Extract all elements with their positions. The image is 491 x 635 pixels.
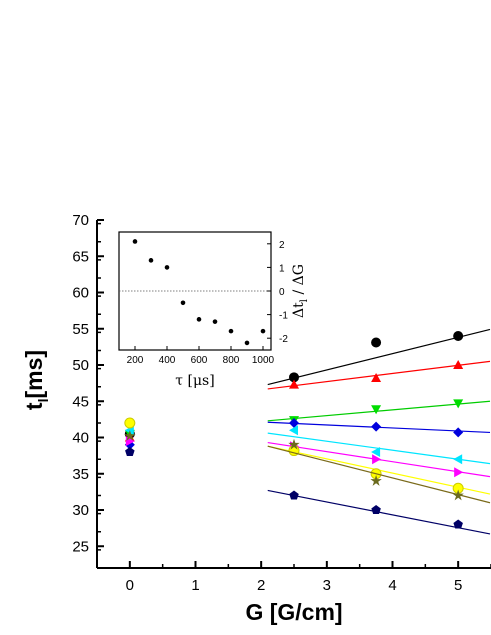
- inset-data-point: [180, 300, 186, 306]
- series-5: [124, 425, 491, 465]
- data-point: [453, 399, 464, 409]
- data-point: [124, 430, 136, 441]
- data-point: [289, 372, 299, 383]
- data-point: [371, 505, 381, 515]
- inset-y-tick-label: -2: [279, 334, 288, 345]
- inset-x-tick-label: 200: [127, 355, 144, 366]
- data-point: [453, 454, 463, 465]
- inset-y-tick-label: 0: [279, 287, 285, 298]
- inset-data-point: [212, 319, 218, 324]
- fit-line: [267, 445, 491, 504]
- y-axis-title-sub: l: [35, 399, 51, 403]
- inset-x-tick-label: 600: [191, 355, 208, 366]
- data-point: [453, 519, 463, 529]
- data-point: [289, 425, 298, 436]
- data-point: [371, 421, 382, 432]
- series-8: [124, 430, 491, 504]
- data-point: [454, 467, 464, 478]
- x-tick-label: 0: [126, 577, 134, 594]
- inset-y-tick-label: -1: [279, 311, 288, 322]
- inset-data-point: [196, 317, 202, 322]
- data-point: [372, 454, 382, 465]
- y-tick-label: 50: [72, 357, 89, 374]
- inset-data-point: [132, 239, 138, 244]
- inset-data-point: [164, 265, 170, 270]
- data-point: [452, 489, 464, 501]
- inset-data-point: [244, 340, 250, 346]
- inset-data-point: [148, 258, 154, 263]
- y-tick-label: 55: [72, 321, 89, 338]
- data-point: [453, 331, 464, 341]
- data-point: [288, 438, 300, 450]
- data-point: [125, 447, 135, 457]
- y-tick-label: 40: [72, 430, 89, 447]
- data-point: [371, 405, 382, 415]
- y-tick-label: 30: [72, 502, 89, 519]
- x-tick-label: 2: [257, 577, 265, 594]
- fit-line: [267, 400, 491, 422]
- y-tick-label: 45: [72, 393, 89, 410]
- x-axis-title: G [G/cm]: [245, 599, 342, 625]
- x-tick-label: 3: [323, 577, 331, 594]
- data-point: [370, 475, 382, 486]
- data-point: [371, 337, 382, 348]
- y-tick-label: 35: [72, 466, 89, 483]
- y-axis-title-unit: [ms]: [21, 350, 47, 399]
- data-point: [453, 360, 464, 369]
- inset-y-axis-title: Δtl / ΔG: [291, 264, 310, 318]
- inset-plot: 200 400 600 800 1000 -2 -1 0 1 2 τ [μs] Δtl / ΔG: [118, 231, 310, 389]
- inset-y-title-sub: l: [299, 299, 310, 302]
- series-9: [125, 447, 491, 535]
- y-tick-label: 60: [72, 285, 89, 302]
- inset-data-point: [260, 328, 266, 334]
- inset-y-title-rest: / ΔG: [291, 264, 307, 299]
- inset-data-point: [228, 328, 234, 334]
- y-tick-label: 70: [72, 212, 89, 229]
- x-tick-label: 1: [191, 577, 199, 594]
- x-tick-label: 4: [388, 577, 396, 594]
- x-tick-label: 5: [454, 577, 462, 594]
- data-point: [289, 379, 299, 389]
- fit-line: [267, 328, 491, 386]
- inset-x-axis-title: τ [μs]: [175, 373, 214, 389]
- inset-x-tick-label: 400: [159, 355, 176, 366]
- inset-y-title-main: Δt: [291, 302, 307, 318]
- y-tick-label: 65: [72, 248, 89, 265]
- inset-x-tick-label: 1000: [252, 355, 275, 366]
- inset-y-tick-label: 1: [279, 263, 285, 274]
- y-axis-title: tl[ms]: [21, 350, 51, 410]
- data-point: [124, 417, 136, 429]
- y-axis-title-main: t: [21, 402, 47, 410]
- series-3: [124, 399, 491, 439]
- inset-x-tick-label: 800: [223, 355, 240, 366]
- data-point: [371, 373, 382, 383]
- fit-line: [267, 360, 491, 390]
- inset-y-tick-label: 2: [279, 240, 285, 251]
- series-4: [124, 418, 491, 450]
- data-point: [453, 427, 464, 438]
- main-plot-marks: [124, 328, 491, 535]
- data-point: [371, 447, 381, 457]
- data-point: [289, 418, 299, 428]
- data-point: [289, 490, 299, 500]
- y-tick-label: 25: [72, 538, 89, 555]
